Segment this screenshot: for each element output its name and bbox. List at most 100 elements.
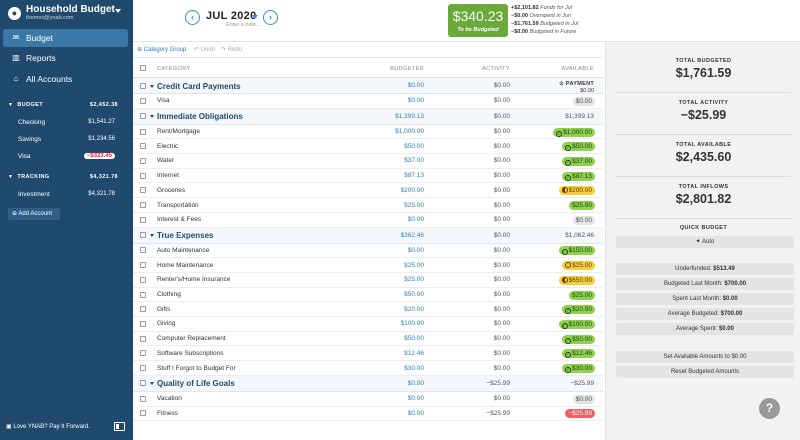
budgeted-cell[interactable]: $0.00	[407, 409, 424, 417]
category-name[interactable]: Internet	[157, 172, 180, 180]
tracking-section-header[interactable]: ▼ TRACKING $4,321.78	[8, 174, 118, 180]
category-name[interactable]: Visa	[157, 97, 170, 105]
row-checkbox[interactable]	[140, 410, 146, 417]
category-name[interactable]: Groceries	[157, 186, 186, 194]
category-name[interactable]: Gifts	[157, 305, 171, 313]
available-pill[interactable]: $0.00	[572, 96, 595, 106]
activity-cell[interactable]: $0.00	[493, 364, 510, 372]
group-name[interactable]: Quality of Life Goals	[157, 379, 235, 389]
budgeted-cell[interactable]: $25.00	[404, 201, 424, 209]
category-name[interactable]: Clothing	[157, 291, 181, 299]
collapse-triangle-icon[interactable]	[150, 234, 154, 238]
activity-cell[interactable]: $0.00	[493, 82, 510, 89]
category-row[interactable]: Home Maintenance $25.00 $0.00 $25.00	[133, 258, 603, 273]
add-category-group-button[interactable]: ⊕ Category Group	[137, 46, 186, 53]
budgeted-cell[interactable]: $0.00	[407, 97, 424, 105]
nav-budget[interactable]: ✉ Budget	[3, 29, 128, 47]
row-checkbox[interactable]	[140, 128, 146, 135]
referral-link[interactable]: ▣ Love YNAB? Pay It Forward.	[6, 423, 90, 430]
account-visa[interactable]: Visa −$323.45	[18, 153, 115, 160]
category-row[interactable]: Internet $87.13 $0.00 ✓ $87.13	[133, 169, 603, 184]
collapse-triangle-icon[interactable]	[150, 84, 154, 88]
category-row[interactable]: Clothing $50.00 $0.00 $25.00	[133, 288, 603, 303]
available-pill[interactable]: ✓ $150.00	[558, 246, 595, 256]
activity-cell[interactable]: $0.00	[493, 97, 510, 105]
help-button[interactable]: ?	[759, 398, 780, 419]
account-savings[interactable]: Savings $1,234.56	[18, 136, 115, 143]
budget-selector[interactable]: ● Household Budget themes@ynab.com	[0, 0, 133, 26]
activity-cell[interactable]: −$25.99	[486, 379, 510, 387]
category-name[interactable]: Transportation	[157, 201, 199, 209]
activity-cell[interactable]: $0.00	[493, 142, 510, 150]
row-checkbox[interactable]	[140, 380, 146, 387]
category-row[interactable]: Groceries $200.00 $0.00 $200.00	[133, 184, 603, 199]
category-name[interactable]: Electric	[157, 142, 179, 150]
budgeted-cell[interactable]: $200.00	[400, 186, 425, 194]
add-account-button[interactable]: ⊕ Add Account	[8, 208, 60, 220]
row-checkbox[interactable]	[140, 262, 146, 269]
budget-section-header[interactable]: ▼ BUDGET $2,452.38	[8, 102, 118, 108]
available-pill[interactable]: ✓ $30.00	[562, 364, 595, 374]
available-pill[interactable]: ✓ $12.46	[562, 349, 595, 359]
month-dropdown-icon[interactable]	[252, 15, 258, 19]
category-row[interactable]: Visa $0.00 $0.00 $0.00	[133, 94, 603, 109]
activity-cell[interactable]: $0.00	[493, 112, 510, 120]
activity-cell[interactable]: −$25.99	[486, 409, 510, 417]
activity-cell[interactable]: $0.00	[493, 261, 510, 269]
category-row[interactable]: Stuff I Forgot to Budget For $30.00 $0.00 ✓…	[133, 361, 603, 376]
month-label[interactable]: JUL 2020	[206, 10, 257, 22]
account-checking[interactable]: Checking $1,541.27	[18, 119, 115, 126]
collapse-sidebar-icon[interactable]	[114, 422, 125, 431]
row-checkbox[interactable]	[140, 365, 146, 372]
budgeted-cell[interactable]: $0.00	[407, 395, 424, 403]
row-checkbox[interactable]	[140, 335, 146, 342]
available-pill[interactable]: $25.00	[569, 201, 595, 211]
category-group-row[interactable]: Quality of Life Goals $0.00 −$25.99 −$25.99	[133, 375, 603, 392]
row-checkbox[interactable]	[140, 291, 146, 298]
row-checkbox[interactable]	[140, 202, 146, 209]
row-checkbox[interactable]	[140, 395, 146, 402]
budgeted-cell[interactable]: $0.00	[407, 246, 424, 254]
row-checkbox[interactable]	[140, 172, 146, 179]
activity-cell[interactable]: $0.00	[493, 216, 510, 224]
next-month-button[interactable]: ›	[263, 10, 278, 25]
group-name[interactable]: Credit Card Payments	[157, 81, 241, 91]
available-pill[interactable]: ✓ $50.00	[562, 334, 595, 344]
category-group-row[interactable]: Immediate Obligations $1,399.13 $0.00 $1,39…	[133, 108, 603, 125]
available-pill[interactable]: −$25.99	[565, 409, 595, 419]
category-row[interactable]: Vacation $0.00 $0.00 $0.00	[133, 392, 603, 407]
group-name[interactable]: True Expenses	[157, 231, 214, 241]
row-checkbox[interactable]	[140, 157, 146, 164]
available-pill[interactable]: ✓ $100.00	[558, 319, 595, 329]
activity-cell[interactable]: $0.00	[493, 186, 510, 194]
budgeted-cell[interactable]: $50.00	[404, 291, 424, 299]
quick-budget-average-budgeted[interactable]: Average Budgeted: $700.00	[616, 308, 794, 320]
category-row[interactable]: Fitness $0.00 −$25.99 −$25.99	[133, 407, 603, 422]
activity-cell[interactable]: $0.00	[493, 335, 510, 343]
prev-month-button[interactable]: ‹	[185, 10, 200, 25]
category-row[interactable]: Electric $50.00 $0.00 ✓ $50.00	[133, 139, 603, 155]
available-pill[interactable]: $0.00	[572, 215, 595, 225]
available-pill[interactable]: $25.00	[569, 290, 595, 300]
row-checkbox[interactable]	[140, 216, 146, 223]
category-row[interactable]: Transportation $25.00 $0.00 $25.00	[133, 198, 603, 213]
quick-budget-spent-last-month[interactable]: Spent Last Month: $0.00	[616, 293, 794, 305]
activity-cell[interactable]: $0.00	[493, 320, 510, 328]
collapse-triangle-icon[interactable]	[150, 382, 154, 386]
budgeted-cell[interactable]: $50.00	[404, 142, 424, 150]
activity-cell[interactable]: $0.00	[493, 172, 510, 180]
category-row[interactable]: Software Subscriptions $12.46 $0.00 ✓ $12.46	[133, 347, 603, 362]
budgeted-cell[interactable]: $0.00	[407, 216, 424, 224]
quick-budget-auto-button[interactable]: ✦ Auto	[616, 236, 794, 248]
available-pill[interactable]: ✓ $87.13	[562, 171, 595, 181]
budgeted-cell[interactable]: $25.00	[404, 276, 424, 284]
category-name[interactable]: Fitness	[157, 409, 178, 417]
category-name[interactable]: Home Maintenance	[157, 261, 214, 269]
category-group-row[interactable]: Credit Card Payments $0.00 $0.00 ⊙ PAYMENT $…	[133, 78, 603, 94]
row-checkbox[interactable]	[140, 113, 146, 120]
row-checkbox[interactable]	[140, 232, 146, 239]
available-pill[interactable]: $650.00	[558, 275, 595, 285]
caret-down-icon[interactable]	[115, 9, 121, 13]
row-checkbox[interactable]	[140, 320, 146, 327]
available-pill[interactable]: ✓ $50.00	[562, 142, 595, 152]
